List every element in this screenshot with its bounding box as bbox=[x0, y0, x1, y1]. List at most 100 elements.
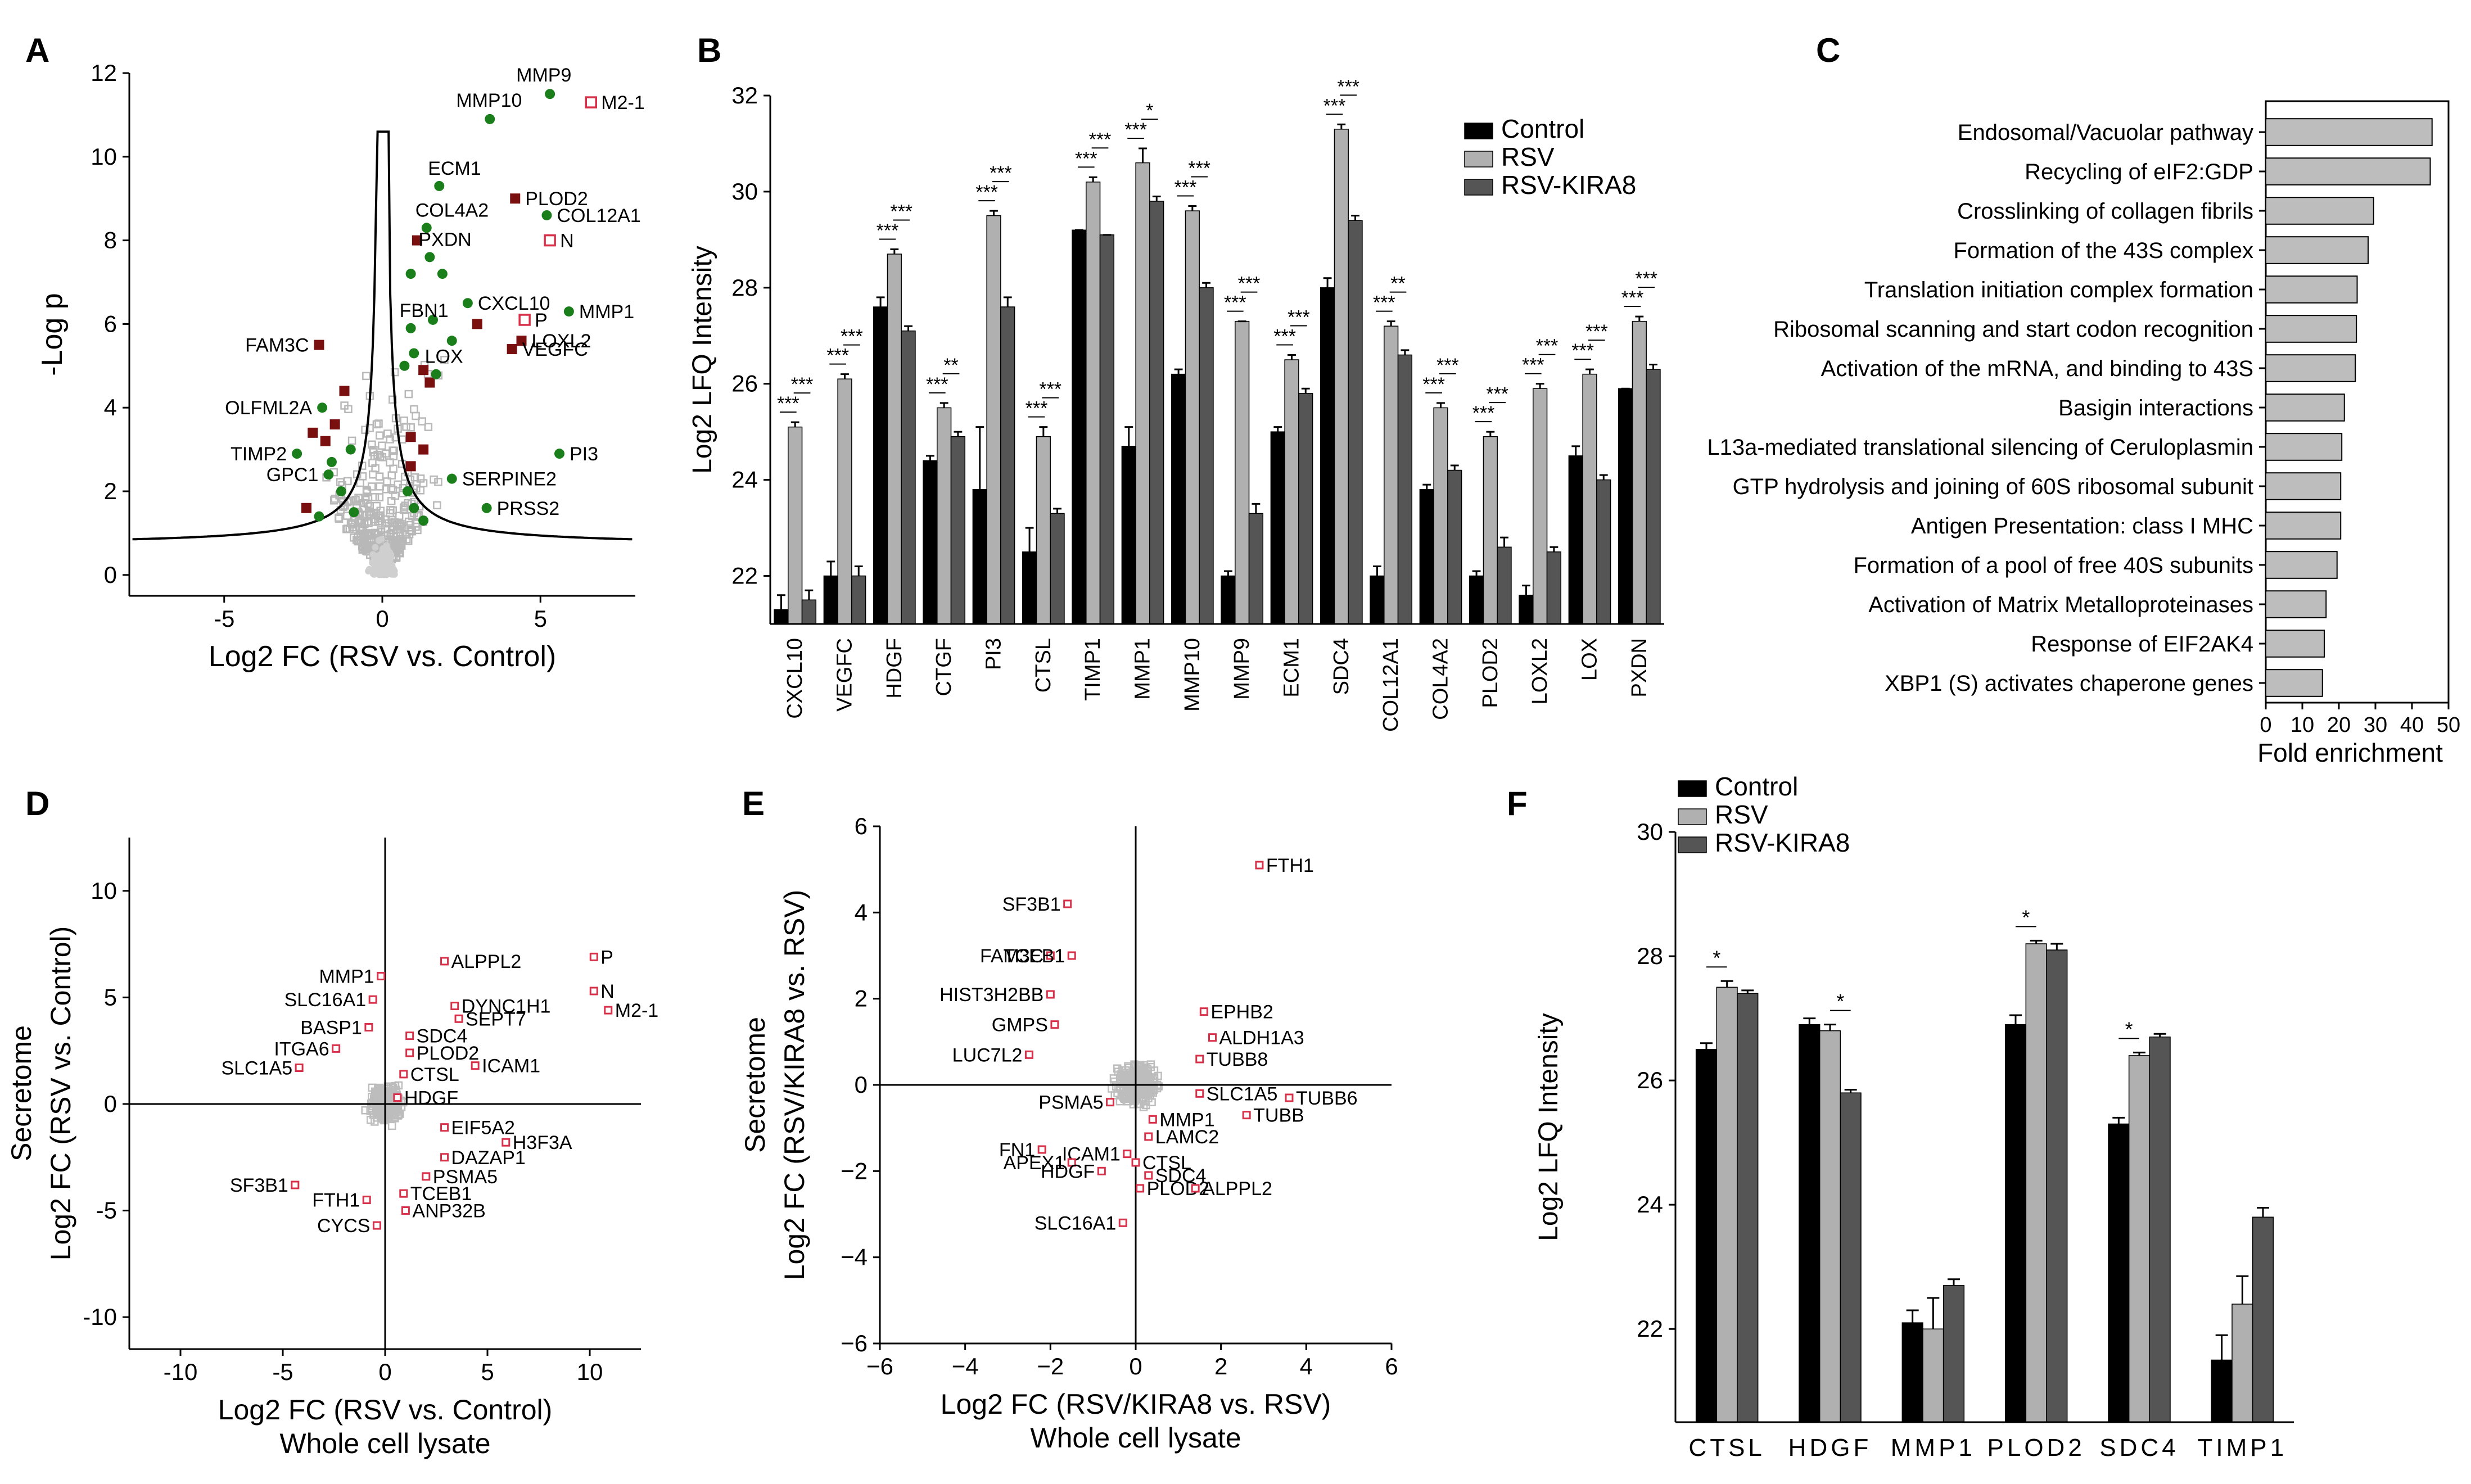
point-label: MMP1 bbox=[319, 966, 374, 987]
bar-control bbox=[2004, 1024, 2027, 1423]
labeled-point bbox=[405, 1048, 414, 1057]
background-point bbox=[414, 510, 423, 519]
enrichment-bar bbox=[2265, 354, 2356, 382]
bar-control bbox=[1121, 446, 1136, 625]
labeled-point bbox=[450, 1002, 459, 1011]
bar-rsv-kira8 bbox=[1348, 220, 1363, 625]
point-label: SLC1A5 bbox=[1207, 1083, 1278, 1105]
highlight-point bbox=[405, 432, 416, 442]
background-point bbox=[1118, 1091, 1127, 1100]
y-tick-label: −4 bbox=[841, 1244, 868, 1270]
bar-rsv bbox=[1284, 359, 1299, 625]
highlight-point bbox=[329, 419, 340, 429]
labeled-point bbox=[1106, 1098, 1114, 1107]
bar-rsv-kira8 bbox=[801, 599, 817, 625]
labeled-point bbox=[544, 234, 556, 247]
background-point bbox=[440, 356, 449, 364]
highlight-point bbox=[327, 456, 337, 467]
panel-f-bar-chart: F CTSL HDGF MMP1 PLOD2 SDC4 TIMP1 22 24 26 28 30 Log… bbox=[1507, 772, 2294, 1462]
pathway-label: Activation of Matrix Metalloproteinases bbox=[1868, 592, 2253, 617]
x-tick-label: −2 bbox=[1037, 1353, 1064, 1379]
x-tick-label: COL12A1 bbox=[1379, 638, 1403, 732]
background-point bbox=[363, 488, 372, 496]
background-point bbox=[410, 473, 419, 482]
labeled-point bbox=[1050, 1020, 1059, 1029]
y-tick-label: 26 bbox=[731, 370, 758, 397]
point-label: LUC7L2 bbox=[952, 1044, 1023, 1066]
highlight-point bbox=[409, 348, 419, 359]
x-tick-label: PLOD2 bbox=[1479, 638, 1502, 708]
point-label: TIMP2 bbox=[231, 444, 287, 465]
bar-rsv bbox=[1086, 182, 1101, 625]
point-label: M2-1 bbox=[601, 92, 644, 114]
background-point bbox=[368, 1083, 377, 1092]
labeled-point bbox=[1067, 951, 1076, 960]
highlight-point bbox=[409, 503, 419, 513]
labeled-point bbox=[1063, 899, 1072, 908]
significance-mark: *** bbox=[791, 374, 814, 395]
pathway-label: Formation of the 43S complex bbox=[1953, 238, 2253, 263]
labeled-point bbox=[589, 952, 598, 961]
y-tick-label: 26 bbox=[1637, 1067, 1663, 1093]
background-point bbox=[391, 1107, 400, 1116]
pathway-label: Activation of the mRNA, and binding to 4… bbox=[1821, 356, 2253, 381]
significance-mark: * bbox=[2125, 1017, 2133, 1040]
bar-rsv bbox=[1716, 987, 1738, 1423]
bar-control bbox=[1370, 575, 1385, 625]
bar-control bbox=[873, 306, 888, 625]
labeled-point bbox=[462, 298, 473, 309]
x-tick-label: CTGF bbox=[932, 638, 956, 696]
bar-rsv-kira8 bbox=[1149, 201, 1164, 625]
bar-control bbox=[1270, 431, 1285, 625]
background-point bbox=[1150, 1066, 1159, 1075]
significance-mark: *** bbox=[1323, 95, 1346, 116]
panel-b-bar-chart: BCXCL10******VEGFC******HDGF******CTGF**… bbox=[688, 31, 1664, 732]
x-tick-label: SDC4 bbox=[2099, 1434, 2179, 1462]
bar-control bbox=[1568, 455, 1583, 625]
enrichment-bar bbox=[2265, 197, 2374, 225]
enrichment-bar bbox=[2265, 590, 2327, 618]
labeled-point bbox=[1199, 1007, 1208, 1016]
y-axis-sublabel: Secretome bbox=[6, 1025, 37, 1161]
pathway-label: Response of EIF2AK4 bbox=[2031, 632, 2253, 657]
bar-rsv-kira8 bbox=[2149, 1036, 2171, 1423]
bar-rsv bbox=[1135, 162, 1150, 625]
labeled-point bbox=[1195, 1089, 1204, 1098]
bar-rsv bbox=[887, 254, 902, 625]
labeled-point bbox=[422, 1172, 431, 1181]
background-point bbox=[371, 529, 379, 538]
background-point bbox=[390, 446, 398, 455]
point-label: PLOD2 bbox=[417, 1043, 480, 1064]
y-tick-label: −6 bbox=[841, 1330, 868, 1356]
bar-rsv bbox=[2128, 1055, 2151, 1423]
significance-mark: * bbox=[1146, 100, 1153, 121]
x-tick-label: 2 bbox=[1214, 1353, 1227, 1379]
point-label: VEGFC bbox=[522, 339, 588, 360]
y-tick-label: 2 bbox=[104, 478, 117, 504]
point-label: H3F3A bbox=[513, 1132, 572, 1153]
point-label: COL4A2 bbox=[415, 200, 489, 221]
x-tick-label: -10 bbox=[164, 1359, 198, 1385]
x-axis-label: Log2 FC (RSV vs. Control) bbox=[209, 640, 556, 673]
background-point-dense bbox=[382, 564, 389, 571]
highlight-point bbox=[339, 386, 350, 396]
enrichment-bar bbox=[2265, 669, 2323, 697]
point-label: SLC16A1 bbox=[284, 989, 367, 1011]
background-point bbox=[361, 426, 369, 434]
x-tick-label: 5 bbox=[481, 1359, 494, 1385]
point-label: MMP9 bbox=[516, 65, 571, 86]
highlight-point bbox=[301, 503, 311, 513]
highlight-point bbox=[472, 319, 482, 329]
significance-mark: *** bbox=[1124, 119, 1147, 141]
x-tick-label: 10 bbox=[2291, 713, 2314, 737]
labeled-point bbox=[1046, 951, 1055, 960]
x-tick-label: CTSL bbox=[1688, 1434, 1765, 1462]
point-label: M2-1 bbox=[615, 1000, 658, 1021]
labeled-point bbox=[1037, 1145, 1046, 1154]
bar-rsv-kira8 bbox=[1000, 306, 1015, 625]
labeled-point bbox=[485, 114, 495, 124]
point-label: SDC4 bbox=[1155, 1165, 1207, 1187]
background-point bbox=[386, 530, 395, 539]
background-point bbox=[387, 497, 396, 505]
